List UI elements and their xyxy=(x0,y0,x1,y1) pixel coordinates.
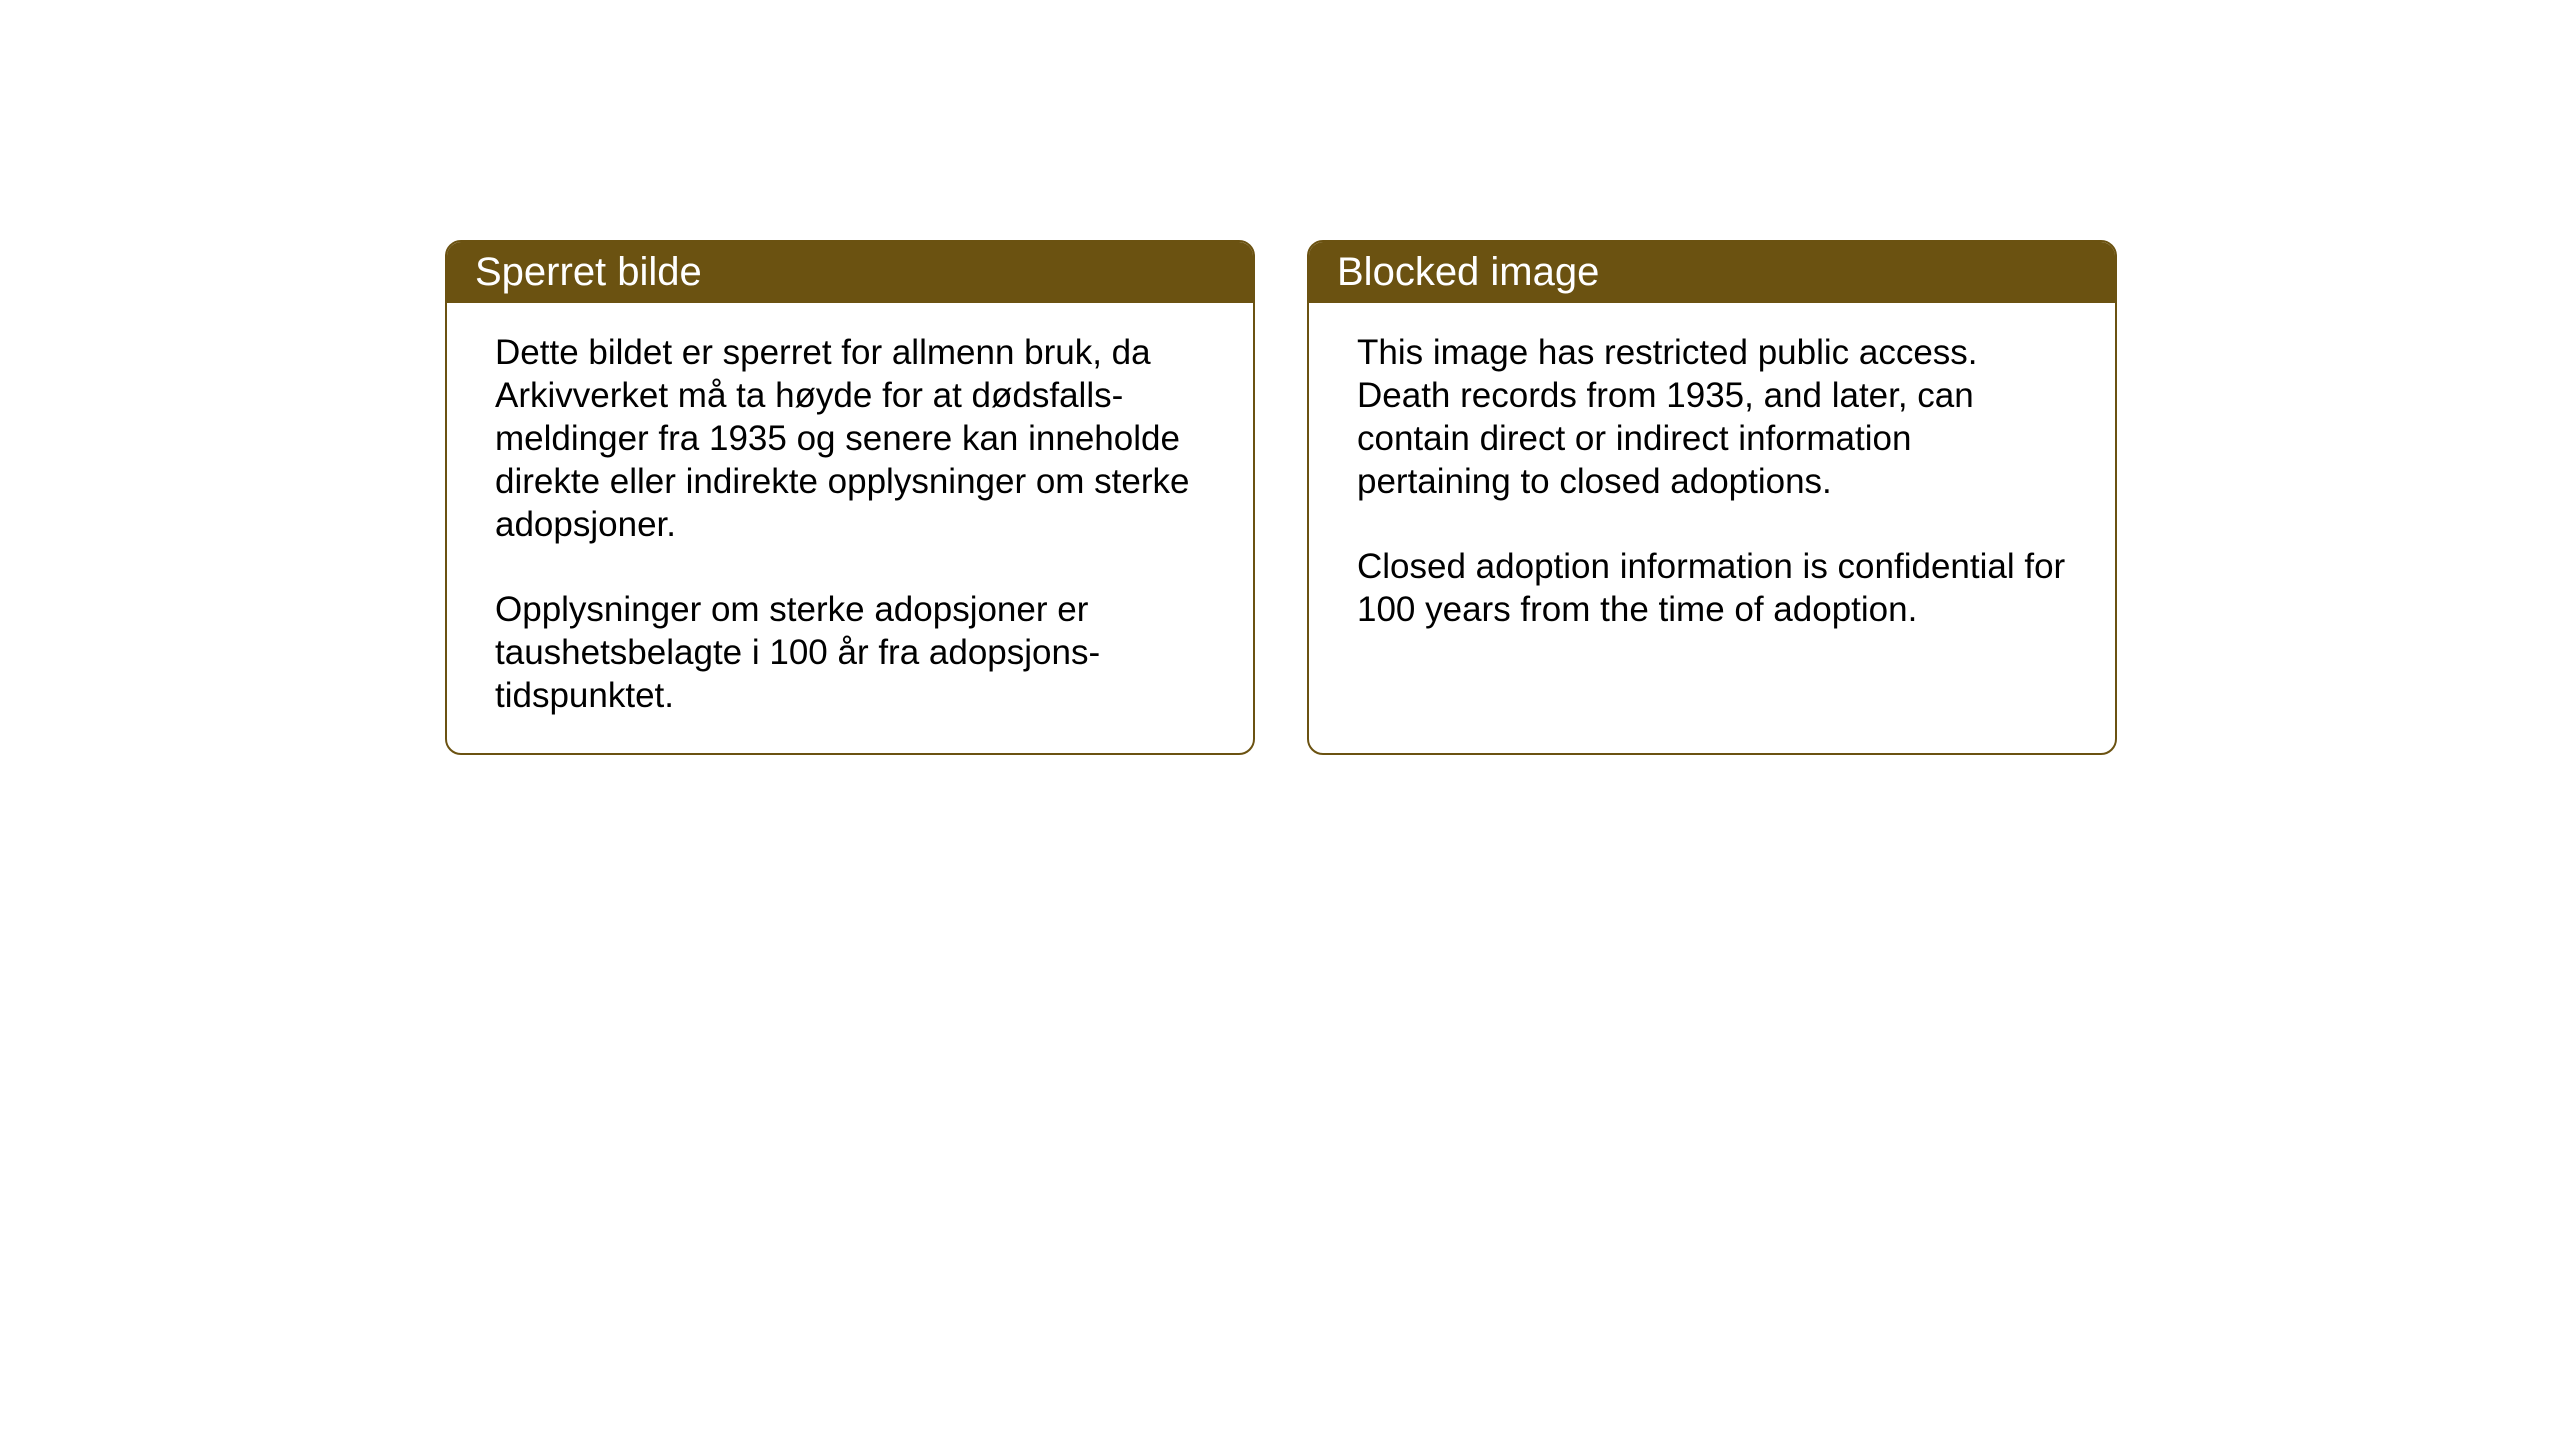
card-paragraph-norwegian-1: Dette bildet er sperret for allmenn bruk… xyxy=(495,331,1205,546)
card-paragraph-english-1: This image has restricted public access.… xyxy=(1357,331,2067,503)
notice-card-english: Blocked image This image has restricted … xyxy=(1307,240,2117,755)
card-title-english: Blocked image xyxy=(1337,250,1599,294)
card-title-norwegian: Sperret bilde xyxy=(475,250,702,294)
notice-cards-container: Sperret bilde Dette bildet er sperret fo… xyxy=(445,240,2117,755)
card-paragraph-english-2: Closed adoption information is confident… xyxy=(1357,545,2067,631)
card-header-norwegian: Sperret bilde xyxy=(447,242,1253,303)
notice-card-norwegian: Sperret bilde Dette bildet er sperret fo… xyxy=(445,240,1255,755)
card-header-english: Blocked image xyxy=(1309,242,2115,303)
card-body-english: This image has restricted public access.… xyxy=(1309,303,2115,751)
card-body-norwegian: Dette bildet er sperret for allmenn bruk… xyxy=(447,303,1253,753)
card-paragraph-norwegian-2: Opplysninger om sterke adopsjoner er tau… xyxy=(495,588,1205,717)
